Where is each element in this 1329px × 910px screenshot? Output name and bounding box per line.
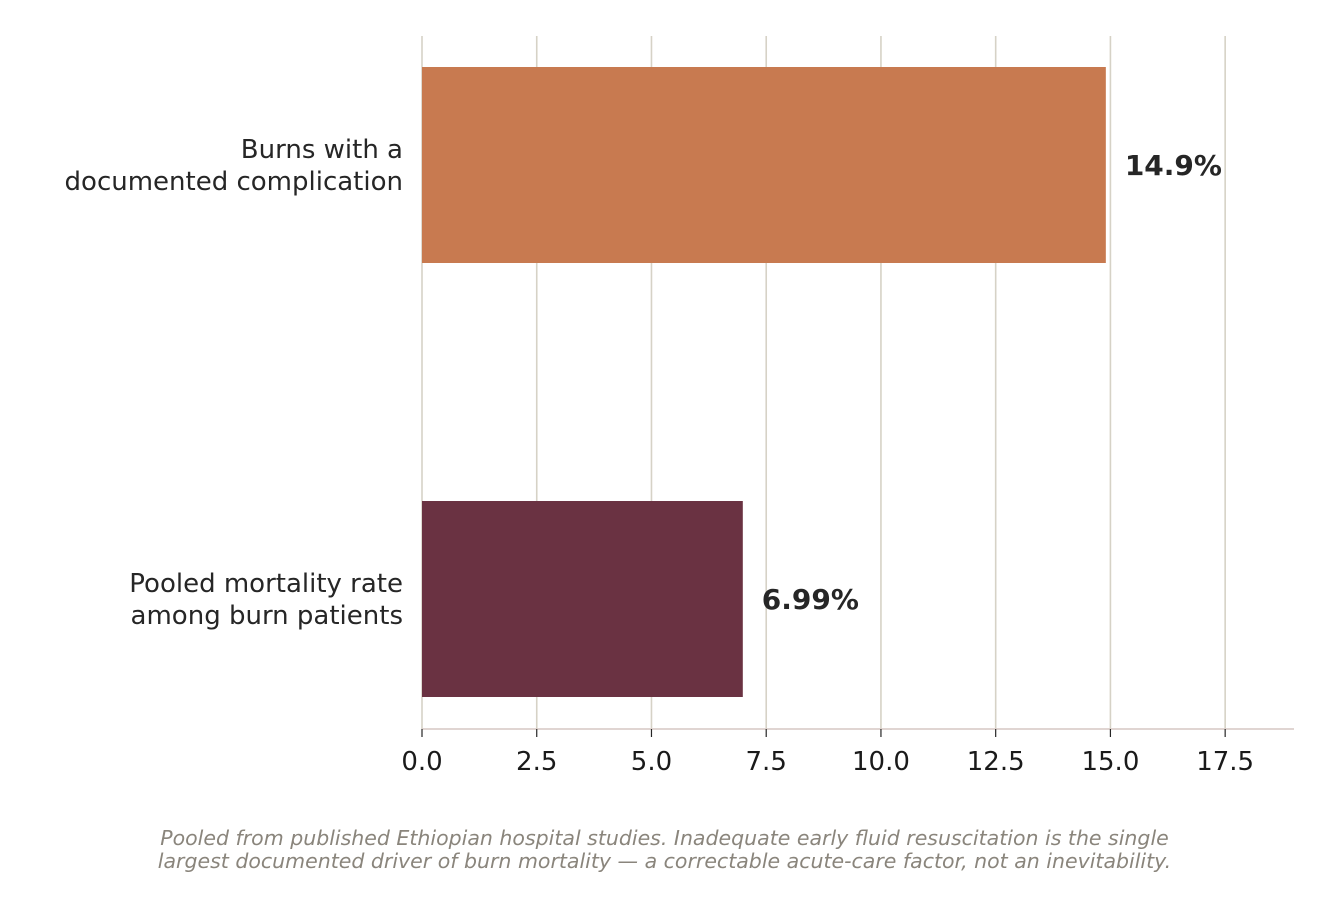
category-label-line: Burns with a [241,135,403,165]
caption-line-1: Pooled from published Ethiopian hospital… [160,826,1169,850]
x-tick-label-7: 17.5 [1196,747,1254,777]
x-tick-label-5: 12.5 [967,747,1025,777]
category-label-line: Pooled mortality rate [129,569,403,599]
chart-caption: Pooled from published Ethiopian hospital… [0,827,1329,873]
x-tick-label-3: 7.5 [746,747,787,777]
data-label-1: 6.99% [762,583,859,616]
data-label-0: 14.9% [1125,149,1222,182]
x-tick-label-0: 0.0 [401,747,442,777]
category-label-line: documented complication [65,167,403,197]
caption-line-2: largest documented driver of burn mortal… [157,849,1172,873]
bar-1 [422,501,743,697]
category-label-0: Burns with a documented complication [65,135,403,197]
category-label-1: Pooled mortality rate among burn patients [129,569,403,631]
x-tick-label-2: 5.0 [631,747,672,777]
bar-0 [422,67,1106,263]
x-tick-label-4: 10.0 [852,747,910,777]
category-label-line: among burn patients [131,601,403,631]
x-tick-label-6: 15.0 [1081,747,1139,777]
x-tick-label-1: 2.5 [516,747,557,777]
